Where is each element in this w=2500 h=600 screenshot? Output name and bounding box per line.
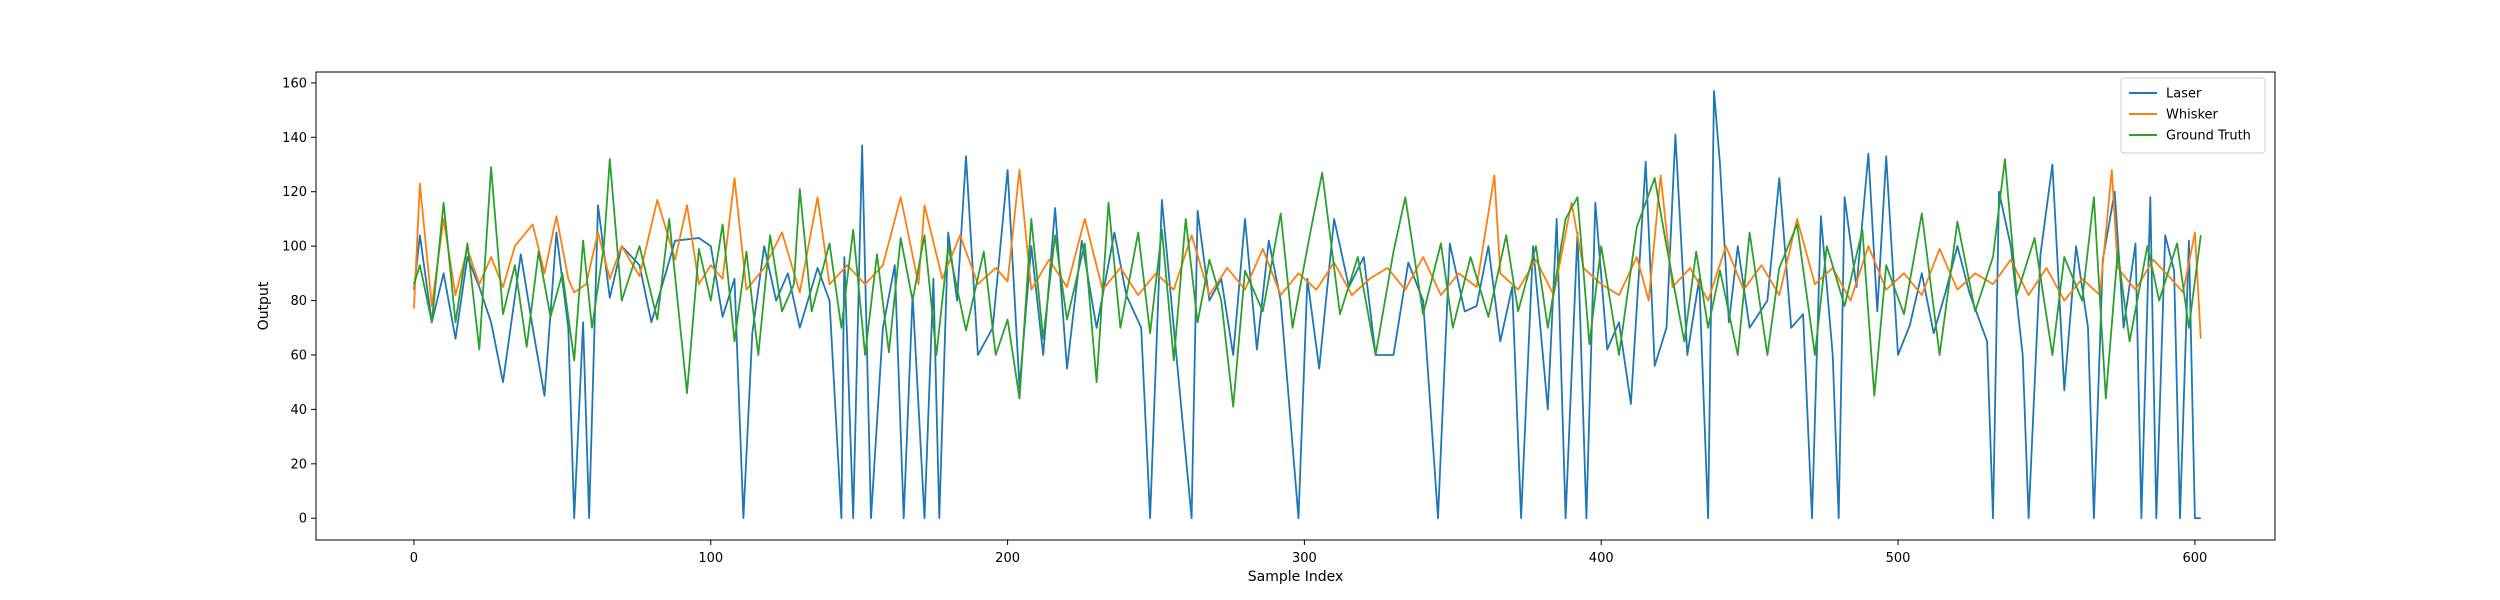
x-tick-label: 100 (698, 551, 723, 566)
legend: Laser Whisker Ground Truth (2120, 77, 2266, 154)
x-axis-label: Sample Index (1248, 569, 1343, 585)
plot-lines (413, 90, 2202, 520)
x-tick-label: 0 (410, 551, 418, 566)
y-tick-label: 100 (282, 240, 307, 255)
x-tick-label: 200 (995, 551, 1020, 566)
legend-label: Whisker (2166, 108, 2219, 123)
series-line-2 (413, 158, 2202, 408)
x-tick-label: 500 (1886, 551, 1911, 566)
y-axis-label: Output (256, 281, 272, 330)
legend-label: Laser (2166, 87, 2202, 102)
y-tick-label: 80 (290, 294, 307, 309)
legend-label: Ground Truth (2166, 129, 2251, 144)
y-tick-label: 0 (299, 512, 307, 527)
y-axis: 0 20 40 60 80 100 120 140 160 (282, 76, 316, 527)
y-tick-label: 120 (282, 185, 307, 200)
y-tick-label: 140 (282, 131, 307, 146)
y-tick-label: 20 (290, 457, 307, 472)
x-tick-label: 300 (1292, 551, 1317, 566)
x-tick-label: 600 (2182, 551, 2207, 566)
y-tick-label: 60 (290, 348, 307, 363)
y-tick-label: 40 (290, 403, 307, 418)
plot-frame (315, 71, 2276, 541)
x-tick-label: 400 (1589, 551, 1614, 566)
series-line-1 (413, 169, 2202, 339)
x-axis: 0 100 200 300 400 500 600 (410, 540, 2207, 566)
y-tick-label: 160 (282, 76, 307, 91)
